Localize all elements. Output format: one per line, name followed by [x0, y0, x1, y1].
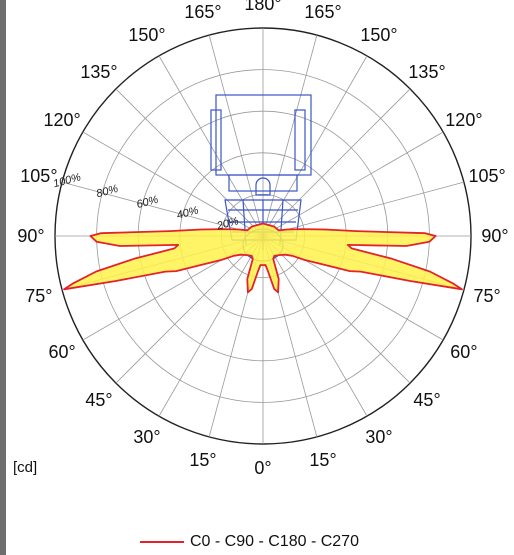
angle-label: 0°	[254, 458, 271, 478]
angle-label: 90°	[481, 226, 508, 246]
angle-label: 120°	[445, 110, 482, 130]
angle-label: 150°	[360, 25, 397, 45]
angle-label: 30°	[365, 427, 392, 447]
ring-label-2: 40%	[175, 204, 200, 221]
angle-label: 150°	[128, 25, 165, 45]
angle-label: 165°	[304, 2, 341, 22]
angle-label: 135°	[408, 62, 445, 82]
angle-label: 165°	[184, 2, 221, 22]
luminaire-side-right	[294, 109, 306, 171]
grid-spoke	[262, 55, 368, 237]
grid-spoke	[262, 235, 368, 417]
ring-label-4: 80%	[95, 183, 120, 200]
intensity-curve-0	[63, 222, 463, 294]
angle-labels: 0° 15° 30° 45° 60° 75° 90° 105° 120° 135° 150° 165°…	[17, 0, 508, 478]
angle-label: 60°	[48, 342, 75, 362]
grid-spoke	[262, 235, 411, 384]
luminaire-lamp	[255, 177, 271, 196]
grid-spoke	[82, 131, 264, 237]
angle-label: 105°	[20, 166, 57, 186]
legend-label: C0 - C90 - C180 - C270	[190, 533, 359, 550]
grid-spoke	[115, 235, 264, 384]
grid-spoke	[158, 235, 264, 417]
angle-label: 30°	[133, 427, 160, 447]
grid-spoke	[262, 88, 411, 237]
angle-label: 135°	[80, 62, 117, 82]
grid-spoke	[208, 34, 264, 237]
polar-diagram: 20%40%60%80%100% 0°15°30°45°60°75°90°105…	[13, 0, 509, 478]
grid-spoke	[115, 88, 264, 237]
ring-labels: 20%40%60%80%100%	[52, 171, 240, 232]
luminaire-neck	[228, 174, 298, 192]
grid-spoke	[262, 181, 465, 237]
angle-label: 120°	[43, 110, 80, 130]
angle-label: 45°	[85, 390, 112, 410]
angle-label: 105°	[468, 166, 505, 186]
angle-label: 15°	[309, 450, 336, 470]
luminaire-side-left	[210, 109, 222, 171]
angle-label: 180°	[244, 0, 281, 14]
legend: C0 - C90 - C180 - C270	[140, 532, 359, 552]
legend-swatch	[140, 541, 184, 543]
grid-spoke	[262, 34, 318, 237]
ring-label-1: 20%	[215, 215, 241, 233]
angle-label: 90°	[17, 226, 44, 246]
angle-label: 75°	[25, 286, 52, 306]
unit-label: [cd]	[13, 459, 37, 476]
intensity-curves	[63, 222, 463, 294]
angle-label: 45°	[413, 390, 440, 410]
angle-label: 60°	[450, 342, 477, 362]
chart-panel: 20% 40% 60% 80% 100% 0° 15° 30° 45° 60° 75° 90° 105…	[6, 0, 514, 555]
grid-spoke	[262, 131, 444, 237]
angle-label: 15°	[189, 450, 216, 470]
ring-label-3: 60%	[135, 194, 160, 211]
angle-label: 75°	[473, 286, 500, 306]
